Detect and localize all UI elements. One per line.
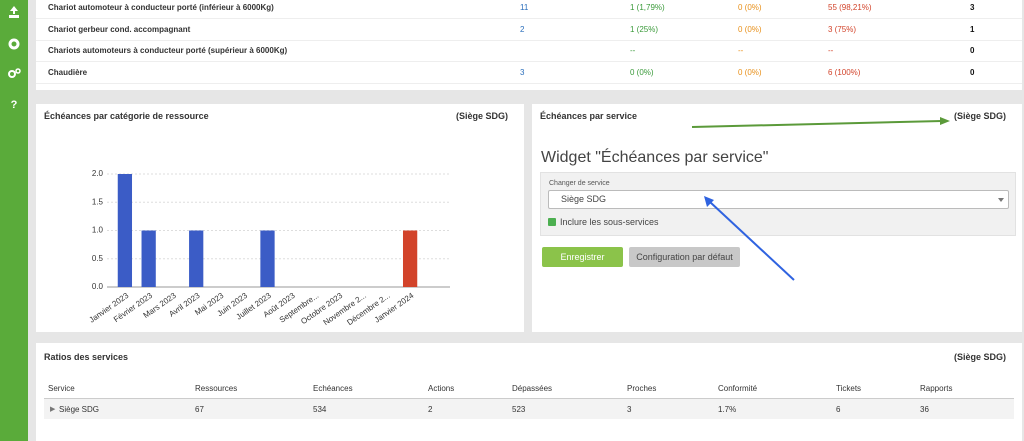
select-caret xyxy=(998,198,1004,202)
table-cell: 1.7% xyxy=(718,405,737,414)
panel-title: Échéances par catégorie de ressource xyxy=(44,111,209,121)
sidebar-icons: ? xyxy=(8,6,21,111)
blue-arrow xyxy=(709,201,795,281)
table-cell: 1 xyxy=(970,24,975,34)
row-label: Chaudière xyxy=(48,67,88,77)
table-cell: 3 (75%) xyxy=(828,24,857,34)
table-cell: -- xyxy=(738,46,744,55)
help-icon[interactable]: ? xyxy=(11,99,18,111)
column-header: Ressources xyxy=(195,384,238,393)
upload-icon[interactable] xyxy=(9,6,19,18)
save-button[interactable]: Enregistrer xyxy=(542,247,623,267)
table-cell: 2 xyxy=(428,405,433,414)
row-divider xyxy=(36,39,1022,41)
y-tick-label: 1.0 xyxy=(92,226,104,235)
panel-title: Ratios des services xyxy=(44,352,129,362)
row-divider xyxy=(36,18,1022,19)
table-cell: 0 (0%) xyxy=(738,67,762,77)
select-value: Siège SDG xyxy=(561,194,607,204)
column-header: Tickets xyxy=(836,384,862,393)
table-cell: 1 (25%) xyxy=(630,24,659,34)
bar xyxy=(260,230,275,287)
table-cell: 0 xyxy=(970,67,975,77)
table-cell: 534 xyxy=(313,405,327,414)
widget-heading: Widget "Échéances par service" xyxy=(541,149,769,166)
table-cell: 3 xyxy=(520,67,525,77)
column-header: Dépassées xyxy=(512,384,553,393)
table-cell: 1 (1,79%) xyxy=(630,3,665,12)
column-header: Rapports xyxy=(920,384,953,393)
table-cell: Siège SDG xyxy=(59,405,100,414)
row-label: Chariot automoteur à conducteur porté (i… xyxy=(48,3,274,12)
top-table-panel: Chariot automoteur à conducteur porté (i… xyxy=(36,0,1022,90)
bar xyxy=(141,230,156,287)
y-tick-label: 1.5 xyxy=(92,197,104,206)
table-cell: 0 (0%) xyxy=(738,24,762,34)
table-cell: 2 xyxy=(520,24,525,34)
table-cell: 67 xyxy=(195,405,204,414)
settings-box: Changer de service Siège SDG Inclure les… xyxy=(540,172,1016,236)
row-divider xyxy=(36,61,1022,62)
checkbox-label: Inclure les sous-services xyxy=(560,217,659,227)
table-cell: 3 xyxy=(970,3,975,12)
table-cell: 0 (0%) xyxy=(630,67,654,77)
y-tick-label: 0.0 xyxy=(92,282,104,291)
table-cell: 0 xyxy=(970,46,975,55)
table-cell: 55 (98,21%) xyxy=(828,3,872,12)
table-cell: -- xyxy=(828,46,834,55)
row-bg xyxy=(44,399,1014,419)
service-select[interactable]: Siège SDG xyxy=(548,190,1009,209)
header-rule xyxy=(44,398,1014,399)
panel-scope: (Siège SDG) xyxy=(953,352,1006,362)
widget-panel: Échéances par service (Siège SDG) Widget… xyxy=(532,104,1022,332)
table-cell: 6 xyxy=(836,405,841,414)
settings-icon[interactable] xyxy=(8,38,20,50)
panel-scope: (Siège SDG) xyxy=(953,111,1006,121)
bar xyxy=(189,230,204,287)
default-button[interactable]: Configuration par défaut xyxy=(629,247,740,267)
checkbox[interactable] xyxy=(548,218,556,226)
table-cell: 36 xyxy=(920,405,929,414)
chart-panel: Échéances par catégorie de ressource (Si… xyxy=(36,104,524,332)
table-cell: 523 xyxy=(512,405,526,414)
blue-arrowhead xyxy=(704,196,714,207)
column-header: Actions xyxy=(428,384,455,393)
row-divider xyxy=(36,82,1022,84)
row-label: Chariot gerbeur cond. accompagnant xyxy=(48,24,191,34)
column-header: Conformité xyxy=(718,384,758,393)
table-cell: 11 xyxy=(520,3,529,12)
table-cell: 6 (100%) xyxy=(828,67,861,77)
y-tick-label: 2.0 xyxy=(92,169,104,178)
column-header: Echéances xyxy=(313,384,353,393)
table-cell: 3 xyxy=(627,405,632,414)
panel-scope: (Siège SDG) xyxy=(455,111,508,121)
bar xyxy=(117,174,133,287)
expand-caret: ▶ xyxy=(50,406,56,413)
table-cell: 0 (0%) xyxy=(738,3,762,12)
column-header: Proches xyxy=(627,384,657,393)
y-tick-label: 0.5 xyxy=(92,254,104,263)
table-cell: -- xyxy=(630,46,636,55)
column-header: Service xyxy=(48,384,75,393)
select-label: Changer de service xyxy=(549,180,610,187)
green-arrow xyxy=(691,120,943,128)
panel-title: Échéances par service xyxy=(540,111,638,121)
bar xyxy=(402,230,418,287)
multi-settings-icon-small xyxy=(15,68,21,74)
ratios-panel: Ratios des services (Siège SDG) Service R… xyxy=(36,343,1022,441)
multi-settings-icon[interactable] xyxy=(8,70,16,78)
sidebar: ? xyxy=(0,0,28,441)
annotations xyxy=(691,117,950,281)
row-label: Chariots automoteurs à conducteur porté … xyxy=(48,46,288,55)
green-arrowhead xyxy=(940,117,950,125)
